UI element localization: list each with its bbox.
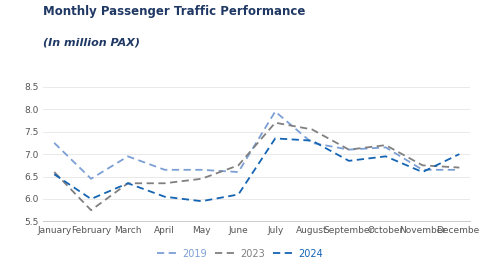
2023 (236, 164, 241, 167)
2019 (125, 155, 131, 158)
2024 (51, 173, 57, 176)
2023 (162, 182, 168, 185)
2024 (309, 139, 315, 142)
2019 (346, 148, 352, 151)
2024 (162, 195, 168, 198)
2019 (309, 141, 315, 144)
2019 (383, 146, 389, 149)
2019 (88, 177, 94, 180)
2023 (88, 208, 94, 212)
2019 (51, 141, 57, 144)
2023 (199, 177, 204, 180)
2023 (346, 148, 352, 151)
2024 (88, 197, 94, 201)
2023 (125, 182, 131, 185)
Line: 2024: 2024 (54, 139, 459, 201)
2019 (162, 168, 168, 171)
2023 (51, 170, 57, 174)
Text: Monthly Passenger Traffic Performance: Monthly Passenger Traffic Performance (43, 5, 306, 18)
2024 (456, 153, 462, 156)
2023 (309, 128, 315, 131)
2024 (272, 137, 278, 140)
2024 (346, 159, 352, 163)
2019 (236, 170, 241, 174)
2023 (272, 121, 278, 124)
2019 (272, 110, 278, 113)
2024 (383, 155, 389, 158)
2024 (236, 193, 241, 196)
2023 (456, 166, 462, 169)
2023 (383, 144, 389, 147)
2023 (420, 164, 425, 167)
2024 (125, 182, 131, 185)
2019 (420, 168, 425, 171)
Legend: 2019, 2023, 2024: 2019, 2023, 2024 (153, 245, 327, 262)
2024 (420, 170, 425, 174)
Line: 2023: 2023 (54, 123, 459, 210)
Text: (In million PAX): (In million PAX) (43, 38, 140, 48)
2019 (199, 168, 204, 171)
2019 (456, 168, 462, 171)
2024 (199, 200, 204, 203)
Line: 2019: 2019 (54, 112, 459, 179)
